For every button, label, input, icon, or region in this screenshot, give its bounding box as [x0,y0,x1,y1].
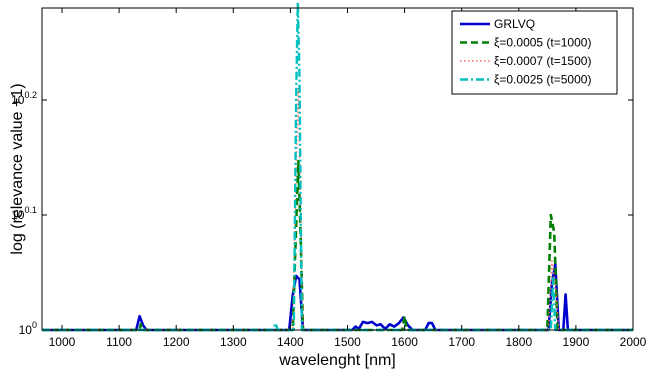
plot-area-frame [41,7,634,331]
x-tick-label: 1500 [334,335,361,349]
y-tick-label: 100.1 [11,205,37,222]
series-line-3 [42,1,633,332]
x-tick-label: 2000 [620,335,647,349]
x-tick-label: 1400 [277,335,304,349]
x-tick-label: 1000 [49,335,76,349]
y-tick-label: 100.2 [11,90,37,107]
y-tick-label: 100 [19,320,37,337]
x-axis-title: wavelenght [nm] [278,352,396,369]
y-axis-title: log (relevance value +1) [9,83,26,254]
x-tick-label: 1200 [163,335,190,349]
x-tick-label: 1100 [106,335,132,349]
x-tick-label: 1800 [505,335,532,349]
legend-label-1: ξ=0.0005 (t=1000) [494,36,591,50]
legend-label-2: ξ=0.0007 (t=1500) [494,54,591,68]
x-tick-label: 1300 [220,335,247,349]
x-tick-label: 1900 [563,335,590,349]
x-tick-label: 1600 [391,335,418,349]
legend-label-0: GRLVQ [494,17,535,31]
legend: GRLVQ ξ=0.0005 (t=1000) ξ=0.0007 (t=1500) ξ… [451,10,618,95]
axis-ticks: 1000 1100 1200 1300 1400 1500 1600 1700 1800 1900… [11,8,647,349]
legend-label-3: ξ=0.0025 (t=5000) [494,73,591,87]
x-tick-label: 1700 [448,335,475,349]
